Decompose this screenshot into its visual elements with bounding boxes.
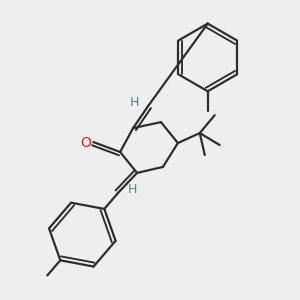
Text: H: H bbox=[128, 183, 137, 196]
Text: O: O bbox=[80, 136, 91, 150]
Text: H: H bbox=[129, 96, 139, 109]
